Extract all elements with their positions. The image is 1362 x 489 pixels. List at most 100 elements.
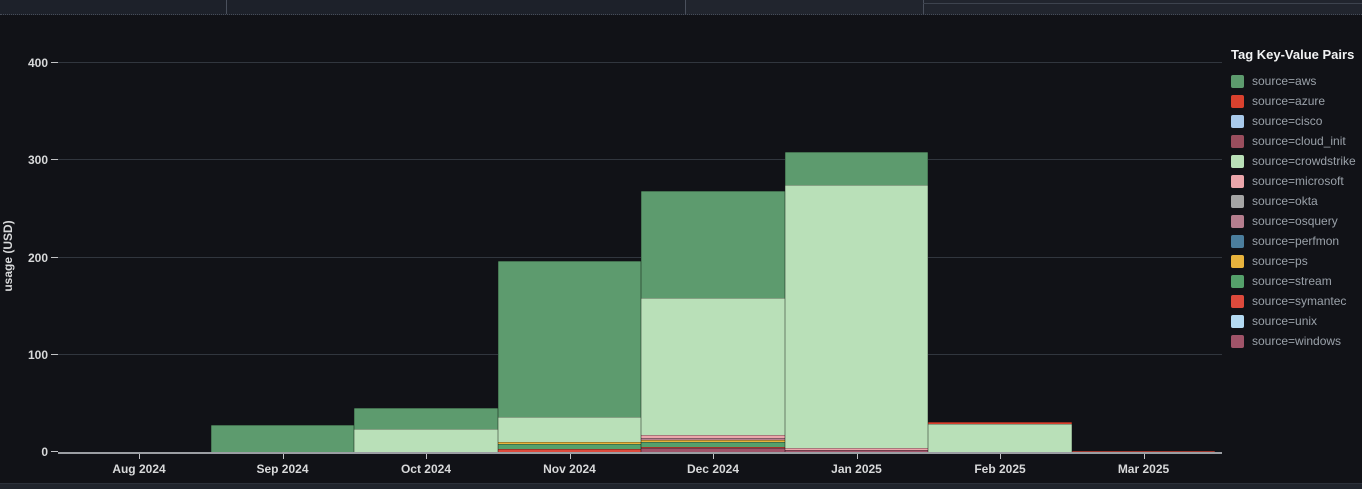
y-tick [51, 256, 58, 258]
legend-title: Tag Key-Value Pairs [1231, 47, 1355, 62]
legend-item-label: source=symantec [1252, 294, 1347, 308]
x-tick-label: Mar 2025 [1117, 462, 1170, 476]
y-tick-label: 100 [27, 347, 48, 362]
legend-item-source-perfmon[interactable]: source=perfmon [1231, 231, 1362, 251]
legend-item-label: source=crowdstrike [1252, 154, 1356, 168]
bar-dec-2024-osquery[interactable] [641, 438, 785, 441]
plot-area [58, 20, 1222, 452]
gridline-400 [58, 62, 1222, 63]
legend-item-label: source=microsoft [1252, 174, 1344, 188]
bar-dec-2024-stream[interactable] [641, 442, 785, 448]
x-axis: Aug 2024 Sep 2024 Oct 2024 Nov 2024 Dec 2024… [58, 452, 1222, 482]
legend-swatch-icon [1231, 154, 1244, 168]
y-tick-label: 0 [41, 445, 48, 459]
bar-jan-2025-microsoft[interactable] [784, 448, 929, 451]
bar-jan-2025-aws[interactable] [784, 152, 929, 185]
bar-dec-2024-symantec[interactable] [641, 447, 785, 449]
y-tick [51, 159, 58, 161]
bar-nov-2024-stream[interactable] [497, 444, 642, 450]
legend-item-label: source=stream [1252, 274, 1332, 288]
legend-item-source-crowdstrike[interactable]: source=crowdstrike [1231, 151, 1362, 171]
y-tick-label: 200 [27, 250, 48, 265]
legend-swatch-icon [1231, 314, 1244, 328]
y-tick [51, 451, 58, 452]
bar-dec-2024-ps[interactable] [641, 440, 785, 443]
y-axis: 0 100 200 300 400 [0, 20, 58, 459]
legend-item-source-ps[interactable]: source=ps [1231, 251, 1362, 271]
legend-item-source-aws[interactable]: source=aws [1231, 71, 1362, 91]
bar-nov-2024-symantec[interactable] [497, 449, 642, 452]
x-tick-label: Jan 2025 [831, 462, 882, 476]
x-tick [713, 454, 714, 459]
bar-dec-2024-aws[interactable] [641, 191, 785, 299]
x-tick [569, 454, 571, 459]
bar-feb-2025-crowdstrike[interactable] [928, 423, 1072, 452]
legend-swatch-icon [1231, 194, 1244, 208]
legend-item-label: source=osquery [1252, 214, 1338, 228]
x-tick [1000, 454, 1001, 459]
x-tick-label: Feb 2025 [974, 462, 1026, 476]
legend-item-source-osquery[interactable]: source=osquery [1231, 211, 1362, 231]
legend-item-source-okta[interactable]: source=okta [1231, 191, 1362, 211]
legend-item-label: source=azure [1252, 94, 1326, 108]
legend-items: source=aws source=azure source=cisco source… [1231, 71, 1362, 351]
legend-item-source-microsoft[interactable]: source=microsoft [1231, 171, 1362, 191]
legend-swatch-icon [1231, 94, 1244, 108]
legend-item-label: source=cisco [1252, 114, 1323, 128]
gridline-200 [58, 256, 1222, 258]
panel-divider [226, 0, 227, 14]
legend-item-label: source=unix [1252, 314, 1318, 328]
y-tick-label: 300 [27, 153, 48, 168]
bar-sep-2024-aws[interactable] [210, 424, 355, 452]
bar-oct-2024-aws[interactable] [354, 408, 498, 429]
legend-item-source-azure[interactable]: source=azure [1231, 91, 1362, 111]
legend-swatch-icon [1231, 254, 1244, 268]
legend-item-source-windows[interactable]: source=windows [1231, 331, 1362, 351]
legend-swatch-icon [1231, 234, 1244, 248]
bar-nov-2024-crowdstrike[interactable] [497, 417, 642, 443]
legend-item-source-cisco[interactable]: source=cisco [1231, 111, 1362, 131]
panel-divider [685, 0, 686, 14]
bar-dec-2024-crowdstrike[interactable] [641, 298, 785, 436]
legend-item-source-symantec[interactable]: source=symantec [1231, 291, 1362, 311]
bar-feb-2025-azure[interactable] [928, 421, 1072, 424]
bar-nov-2024-aws[interactable] [497, 261, 642, 417]
legend: Tag Key-Value Pairs source=aws source=azu… [1231, 47, 1362, 351]
bar-nov-2024-ps[interactable] [497, 442, 642, 445]
bar-dec-2024-microsoft[interactable] [641, 435, 785, 439]
x-tick [139, 454, 140, 459]
legend-swatch-icon [1231, 274, 1244, 288]
x-tick [856, 454, 858, 459]
x-axis-line [58, 452, 1222, 454]
x-tick-label: Dec 2024 [686, 462, 740, 476]
x-tick [426, 454, 427, 459]
panel-top-edge [0, 0, 1362, 15]
bar-oct-2024-crowdstrike[interactable] [354, 428, 498, 452]
bar-dec-2024-windows[interactable] [641, 448, 785, 452]
legend-swatch-icon [1231, 74, 1244, 88]
bar-mar-2025-symantec[interactable] [1071, 451, 1216, 452]
bar-jan-2025-windows[interactable] [784, 450, 929, 452]
panel-bottom-edge [0, 483, 1362, 489]
legend-item-label: source=cloud_init [1252, 134, 1346, 148]
legend-swatch-icon [1231, 174, 1244, 188]
legend-item-label: source=aws [1252, 74, 1317, 88]
x-tick-label: Aug 2024 [112, 462, 166, 476]
legend-item-label: source=perfmon [1252, 234, 1340, 248]
legend-item-source-stream[interactable]: source=stream [1231, 271, 1362, 291]
legend-item-source-cloud-init[interactable]: source=cloud_init [1231, 131, 1362, 151]
panel-divider [923, 0, 924, 14]
legend-item-label: source=okta [1252, 194, 1318, 208]
x-tick-label: Nov 2024 [543, 462, 596, 476]
y-tick [51, 353, 58, 355]
legend-swatch-icon [1231, 294, 1244, 308]
x-tick-label: Oct 2024 [400, 462, 452, 476]
legend-item-source-unix[interactable]: source=unix [1231, 311, 1362, 331]
bar-jan-2025-crowdstrike[interactable] [784, 184, 929, 449]
legend-swatch-icon [1231, 134, 1244, 148]
legend-swatch-icon [1231, 214, 1244, 228]
legend-item-label: source=ps [1252, 254, 1308, 268]
legend-item-label: source=windows [1252, 334, 1342, 348]
legend-swatch-icon [1231, 114, 1244, 128]
